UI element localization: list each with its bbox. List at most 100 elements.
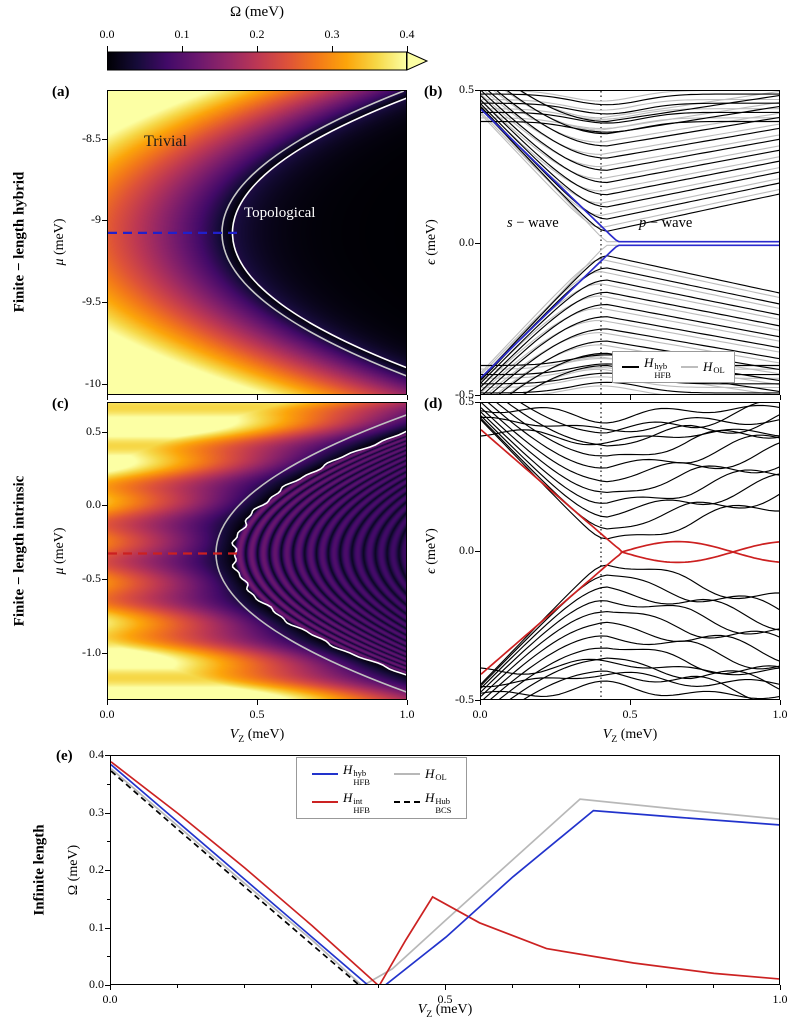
panel-e-letter: (e): [56, 748, 73, 764]
y-minor-tick: [107, 841, 110, 843]
x-tick: [107, 700, 108, 705]
y-tick-label: 0.0: [459, 234, 474, 249]
x-minor-tick: [311, 985, 312, 988]
panel-c-ylabel: μ (meV): [52, 527, 68, 574]
y-tick: [102, 652, 107, 654]
legend-line-sample: [393, 801, 420, 803]
y-tick: [475, 402, 480, 403]
y-tick-label: 0.5: [86, 423, 101, 438]
legend-item: H OL: [680, 359, 725, 375]
y-tick: [102, 579, 107, 581]
panel-d-letter: (d): [424, 396, 443, 412]
x-minor-tick: [177, 985, 178, 988]
panel-a-heatmap: [108, 91, 406, 394]
y-tick-label: -9.5: [82, 294, 101, 309]
vz-unit: (meV): [617, 727, 658, 742]
vz-symbol: V: [602, 727, 612, 742]
mu-unit: (meV): [52, 527, 67, 568]
colorbar-title: Ω (meV): [230, 4, 284, 21]
y-tick: [102, 138, 107, 140]
legend-label: H Hub BCS: [424, 790, 452, 815]
x-tick-label: 0.0: [102, 992, 118, 1006]
legend-label: H OL: [702, 359, 725, 375]
x-minor-tick: [378, 985, 379, 988]
x-tick: [630, 395, 631, 400]
y-tick: [102, 383, 107, 385]
y-tick: [105, 870, 110, 871]
vz-subscript: Z: [426, 1008, 433, 1020]
vz-unit: (meV): [432, 1002, 473, 1017]
x-tick: [480, 395, 481, 400]
legend-label: H OL: [424, 766, 447, 782]
eps-symbol: ϵ: [424, 568, 439, 574]
y-tick: [105, 755, 110, 756]
vz-symbol: V: [229, 727, 239, 742]
x-minor-tick: [579, 985, 580, 988]
y-tick-label: -9: [91, 212, 101, 227]
x-minor-tick: [244, 985, 245, 988]
y-tick: [475, 242, 480, 244]
x-tick-label: 1.0: [772, 707, 788, 721]
panel-c-heatmap: [108, 403, 406, 699]
y-tick: [475, 90, 480, 91]
y-tick-label: 0.0: [86, 497, 101, 512]
y-tick: [475, 700, 480, 701]
colorbar-gradient: [107, 46, 429, 71]
colorbar-title-unit: (meV): [241, 4, 285, 20]
colorbar-tick-label: 0.2: [249, 27, 265, 41]
legend-line-sample: [393, 773, 420, 775]
y-minor-tick: [107, 783, 110, 785]
legend-item: H OL: [393, 766, 451, 782]
p-wave-symbol: p: [639, 215, 647, 231]
y-tick-label: -0.5: [82, 571, 101, 586]
s-wave-label: s − wave: [507, 215, 559, 232]
vz-unit: (meV): [244, 727, 285, 742]
panel-e-xlabel: VZ (meV): [418, 1002, 473, 1020]
x-minor-tick: [512, 985, 513, 988]
x-tick: [407, 700, 408, 705]
y-tick: [105, 812, 110, 814]
y-tick-label: -10: [85, 375, 101, 390]
y-minor-tick: [107, 956, 110, 958]
y-minor-tick: [107, 898, 110, 900]
y-tick-label: -0.5: [455, 692, 474, 706]
panel-a-overlay: [108, 91, 406, 377]
y-tick: [475, 395, 480, 396]
panel-d-spectrum-plot: [481, 403, 779, 699]
y-tick-label: 0.4: [89, 747, 104, 761]
y-tick-label: 0.0: [89, 977, 104, 991]
panel-d-spectrum: [480, 402, 780, 700]
panel-b-letter: (b): [424, 84, 443, 100]
colorbar-title-symbol: Ω: [229, 4, 242, 20]
panel-c-xlabel: VZ (meV): [230, 727, 285, 745]
legend-item: H Hub BCS: [393, 790, 452, 815]
trivial-phase-label: Trivial: [144, 133, 187, 150]
x-tick: [780, 700, 781, 705]
mu-symbol: μ: [52, 258, 67, 266]
x-tick: [110, 985, 111, 990]
vz-subscript: Z: [611, 733, 618, 745]
panel-e-lines: [111, 761, 779, 984]
legend-line-sample: [312, 801, 338, 803]
omega-symbol: Ω: [66, 884, 81, 896]
x-tick: [445, 985, 446, 990]
row-label-finite-intrinsic: Finite − length intrinsic: [11, 475, 28, 627]
y-tick-label: -0.5: [455, 387, 474, 401]
y-tick-label: -1.0: [82, 644, 101, 659]
y-tick: [475, 551, 480, 552]
y-tick: [105, 927, 110, 929]
panel-c-phase-diagram: [107, 402, 407, 700]
legend-line-sample: [622, 366, 639, 368]
x-tick-label: 0.0: [472, 707, 488, 721]
x-tick: [407, 395, 408, 400]
y-tick-label: 0.5: [459, 82, 474, 96]
eps-symbol: ϵ: [424, 259, 439, 265]
x-minor-tick: [646, 985, 647, 988]
x-tick-label: 1.0: [772, 992, 788, 1006]
colorbar-tick-label: 0.0: [99, 27, 115, 41]
